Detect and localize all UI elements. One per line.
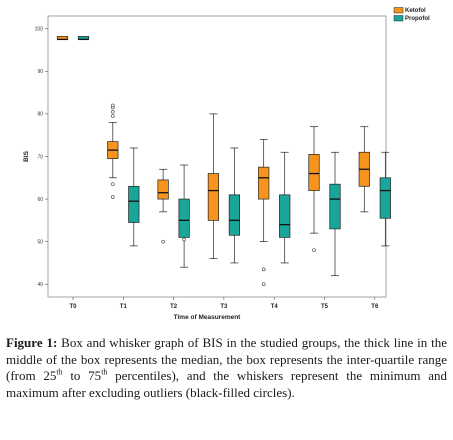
caption-label: Figure 1: bbox=[6, 335, 58, 350]
caption-text-1: Box and whisker graph of BIS in the stud… bbox=[6, 335, 447, 383]
legend-label-propofol: Propofol bbox=[405, 16, 430, 22]
y-tick-label: 60 bbox=[37, 197, 43, 203]
outlier-point bbox=[111, 114, 115, 118]
outlier-point bbox=[261, 282, 266, 287]
caption-text-3: percentiles), and the whiskers represent… bbox=[6, 368, 447, 400]
box-ketofol bbox=[258, 166, 270, 200]
y-tick-label: 80 bbox=[37, 112, 43, 118]
outlier-point bbox=[261, 267, 266, 272]
box-propofol bbox=[228, 194, 240, 236]
x-tick-label: T4 bbox=[271, 304, 279, 310]
box-propofol bbox=[128, 185, 140, 223]
x-tick-label: T0 bbox=[69, 304, 77, 310]
outlier-point bbox=[111, 182, 115, 186]
box-ketofol bbox=[308, 154, 320, 191]
y-tick-label: 90 bbox=[37, 69, 43, 75]
x-tick-label: T3 bbox=[220, 304, 228, 310]
caption-sup-2: th bbox=[101, 367, 108, 377]
box-propofol bbox=[329, 183, 341, 230]
box-plot-chart: 40 50 60 70 80 90 100 BIS T0 T1 T2 T3 T4 T5 T6 Time of … bbox=[23, 7, 430, 321]
legend-swatch-propofol bbox=[393, 15, 404, 22]
y-tick-label: 70 bbox=[37, 154, 43, 160]
x-tick-label: T6 bbox=[371, 304, 379, 310]
outlier-point bbox=[312, 248, 316, 252]
y-tick-label: 100 bbox=[35, 27, 44, 33]
outlier-point bbox=[111, 195, 115, 199]
x-tick-label: T5 bbox=[321, 304, 329, 310]
outlier-point bbox=[111, 103, 115, 108]
outlier-point bbox=[111, 109, 115, 114]
legend-swatch-ketofol bbox=[393, 7, 404, 14]
legend-label-ketofol: Ketofol bbox=[405, 8, 426, 14]
outlier-point bbox=[182, 237, 186, 242]
box-propofol bbox=[379, 177, 391, 219]
y-tick-label: 50 bbox=[37, 239, 43, 245]
caption-text-2: to 75 bbox=[62, 368, 102, 383]
box-propofol bbox=[178, 198, 190, 238]
y-axis-label: BIS bbox=[23, 150, 30, 162]
box-propofol bbox=[279, 194, 291, 238]
plot-area-frame bbox=[47, 15, 387, 298]
outlier-point bbox=[161, 239, 165, 244]
box-ketofol bbox=[207, 173, 219, 221]
caption-sup-1: th bbox=[56, 367, 63, 377]
x-tick-label: T2 bbox=[170, 304, 178, 310]
box-ketofol bbox=[157, 179, 169, 200]
x-axis-label: Time of Measurement bbox=[174, 314, 242, 321]
y-tick-label: 40 bbox=[37, 282, 43, 288]
chart-figure: 40 50 60 70 80 90 100 BIS T0 T1 T2 T3 T4 T5 T6 Time of … bbox=[23, 7, 430, 321]
x-tick-label: T1 bbox=[120, 304, 128, 310]
figure-caption: Figure 1: Box and whisker graph of BIS i… bbox=[6, 335, 447, 401]
